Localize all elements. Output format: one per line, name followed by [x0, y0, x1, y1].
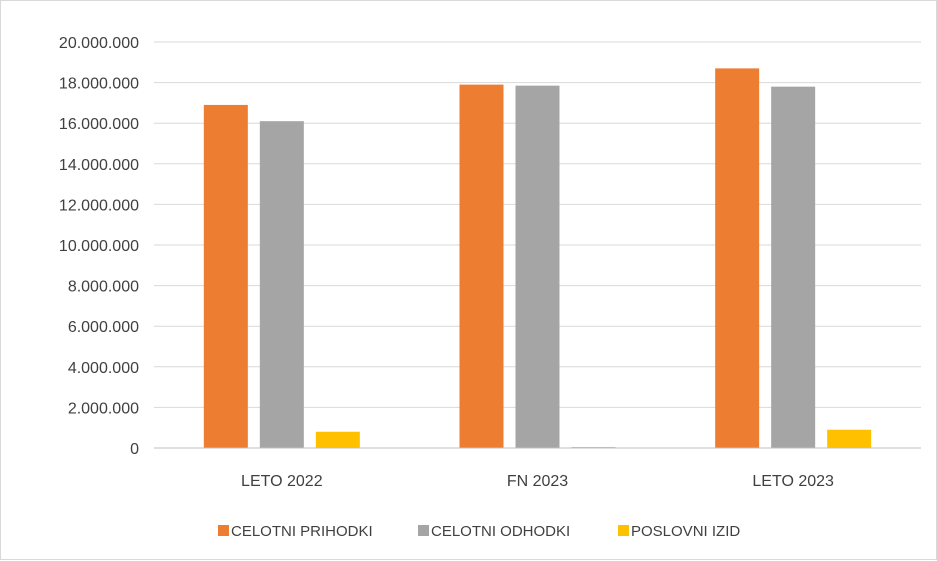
x-tick-label: FN 2023 — [507, 473, 568, 490]
legend-swatch — [218, 525, 229, 536]
bar — [203, 104, 248, 449]
legend-label: CELOTNI ODHODKI — [431, 523, 570, 540]
legend-swatch — [618, 525, 629, 536]
bar — [315, 431, 360, 448]
y-tick-label: 4.000.000 — [68, 360, 139, 377]
y-tick-label: 0 — [130, 441, 139, 458]
x-tick-label: LETO 2023 — [752, 473, 834, 490]
legend-label: POSLOVNI IZID — [631, 523, 740, 540]
y-tick-label: 10.000.000 — [59, 238, 139, 255]
bar — [715, 68, 760, 448]
y-tick-label: 6.000.000 — [68, 319, 139, 336]
legend-label: CELOTNI PRIHODKI — [231, 523, 373, 540]
y-tick-label: 20.000.000 — [59, 35, 139, 52]
bar — [771, 86, 816, 448]
bars — [203, 68, 872, 449]
y-tick-label: 12.000.000 — [59, 197, 139, 214]
y-axis-ticks: 0 2.000.000 4.000.000 6.000.000 8.000.000 10.… — [59, 35, 139, 458]
y-tick-label: 2.000.000 — [68, 400, 139, 417]
y-tick-label: 18.000.000 — [59, 76, 139, 93]
x-axis-labels: LETO 2022 FN 2023 LETO 2023 — [241, 473, 834, 490]
x-tick-label: LETO 2022 — [241, 473, 323, 490]
bar — [515, 85, 560, 449]
y-tick-label: 14.000.000 — [59, 157, 139, 174]
bar — [459, 84, 504, 448]
legend-swatch — [418, 525, 429, 536]
legend: CELOTNI PRIHODKI CELOTNI ODHODKI POSLOVNI … — [218, 523, 740, 540]
bar — [827, 429, 872, 448]
bar — [571, 446, 616, 448]
y-tick-label: 16.000.000 — [59, 116, 139, 133]
y-tick-label: 8.000.000 — [68, 279, 139, 296]
bar — [259, 121, 304, 449]
